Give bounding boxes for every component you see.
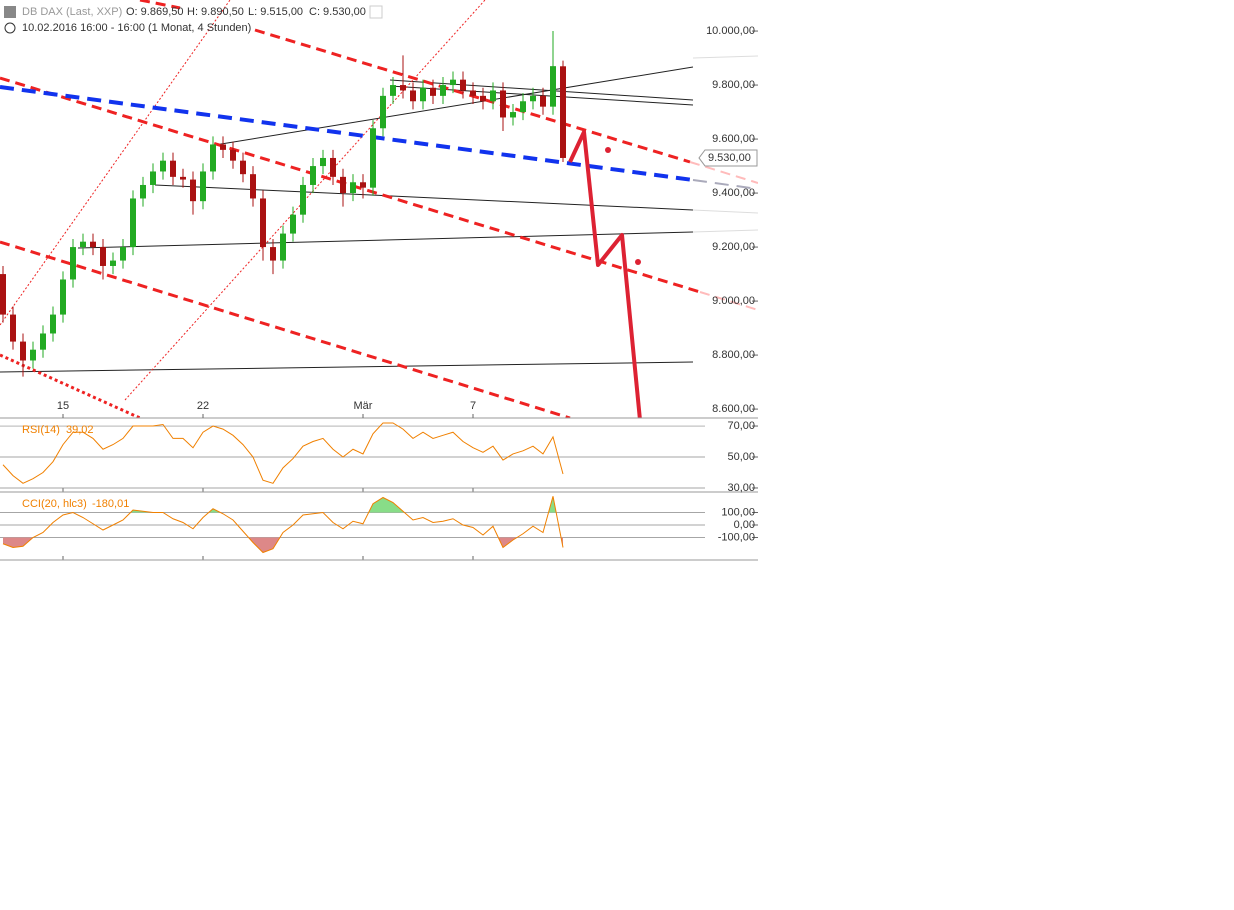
candle-body [130,198,136,248]
y-tick-label: 70,00 [727,420,755,432]
cci-value: -180,01 [92,498,129,510]
candle-body [200,171,206,202]
ohlc-open: O: 9.869,50 [126,6,184,18]
candle-body [190,179,196,202]
ohlc-close: C: 9.530,00 [309,6,366,18]
ohlc-high: H: 9.890,50 [187,6,244,18]
candle-body [250,174,256,199]
candle-body [360,182,366,188]
drawings [0,0,758,418]
candle-body [80,241,86,248]
indicator-line [2,422,564,484]
y-tick-label: 10.000,00 [706,25,755,37]
icon[interactable] [4,6,16,18]
y-tick-label: 8.800,00 [712,349,755,361]
candle-body [0,274,6,315]
last-price-box [698,149,758,167]
candle-body [100,247,106,266]
candle-body [50,314,56,334]
candle-body [460,79,466,91]
candle-body [430,87,436,96]
overbought-area [3,498,563,513]
clock-icon [4,22,16,34]
candle-body [210,144,216,172]
plots: 8.600,00 8.800,00 9.000,00 9.200,00 9.400,00… [0,25,758,561]
candle-body [510,112,516,118]
candle-body [260,198,266,248]
last-price-label: 9.530,00 [708,152,751,164]
candle-body [540,95,546,107]
candle-body [480,95,486,102]
candle-body [270,247,276,261]
candle-body [340,176,346,194]
candle-body [160,160,166,172]
candle-body [500,90,506,118]
candle-body [490,90,496,102]
candle-body [310,166,316,185]
candle-body [300,184,306,215]
instrument: DB DAX (Last, XXP) [22,6,122,18]
candle-body [390,85,396,96]
y-tick-label: 9.400,00 [712,187,755,199]
candle-body [230,149,236,161]
y-tick-label: 8.600,00 [712,403,755,415]
candle-body [370,128,376,188]
candle-body [530,95,536,102]
candle-body [170,160,176,177]
subtitle: 10.02.2016 16:00 - 16:00 (1 Monat, 4 Stu… [22,22,251,34]
candle-body [40,333,46,350]
indicator-line [2,496,564,554]
candle-body [320,157,326,167]
candle-body [60,279,66,315]
candle-body [400,85,406,91]
rsi-value: 39,02 [66,424,94,436]
candle-body [350,182,356,194]
y-tick-label: 30,00 [727,482,755,494]
y-tick-label: 50,00 [727,451,755,463]
candle-body [470,90,476,96]
candle-body [20,341,26,361]
candle-body [10,314,16,342]
candle-body [550,66,556,107]
rsi-title: RSI(14) [22,424,60,436]
candle-body [220,144,226,150]
x-tick-label: 7 [470,400,476,412]
candle-body [420,87,426,102]
settings-button[interactable] [369,5,383,19]
y-tick-label: 9.800,00 [712,79,755,91]
candle-body [520,101,526,113]
candle-body [440,85,446,96]
y-tick-label: 9.000,00 [712,295,755,307]
candle-body [150,171,156,185]
cci-title: CCI(20, hlc3) [22,498,87,510]
candle-body [120,247,126,261]
candle-body [280,233,286,261]
y-tick-label: 100,00 [721,506,755,518]
x-tick-label: 22 [197,400,209,412]
candle-body [110,260,116,266]
x-tick-label: 15 [57,400,69,412]
candle-body [410,90,416,102]
candle-body [90,241,96,248]
y-tick-label: 9.600,00 [712,133,755,145]
candle-body [380,95,386,129]
x-tick-label: Mär [354,400,373,412]
y-tick-label: -100,00 [718,531,755,543]
oversold-area [3,537,563,553]
candle-body [240,160,246,175]
ohlc-low: L: 9.515,00 [248,6,303,18]
candle-body [330,157,336,177]
candle-body [30,349,36,361]
candle-body [560,66,566,158]
candle-body [290,214,296,234]
y-tick-label: 9.200,00 [712,241,755,253]
candle-body [450,79,456,86]
candle-body [140,184,146,199]
candle-body [180,176,186,180]
y-tick-label: 0,00 [734,519,755,531]
candle-body [70,247,76,280]
